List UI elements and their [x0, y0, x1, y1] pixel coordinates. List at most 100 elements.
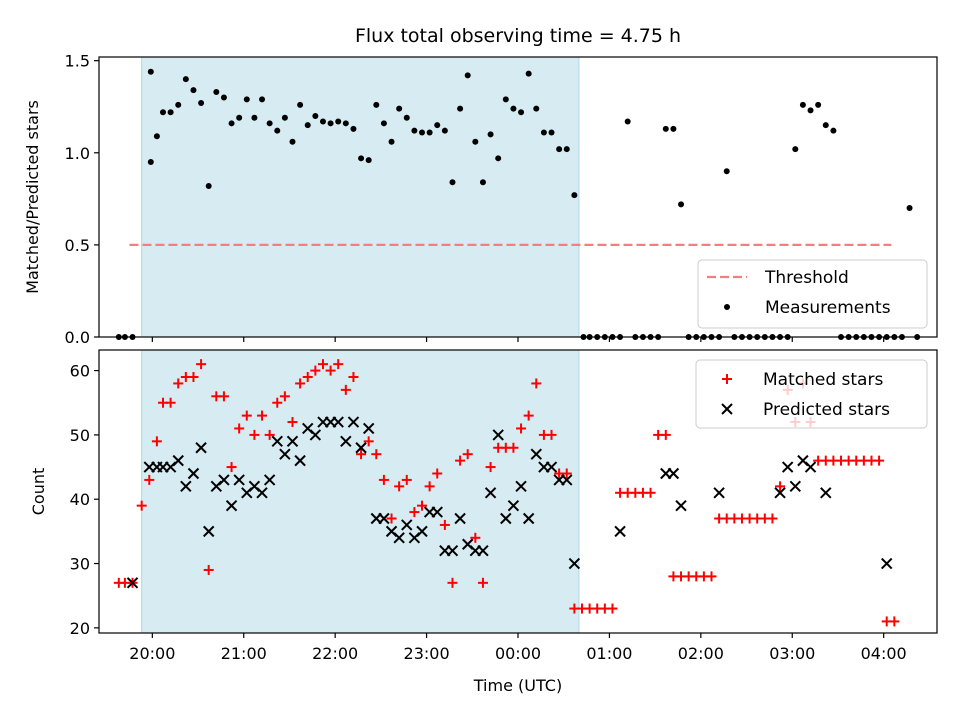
cross-b	[126, 577, 139, 589]
matched-star-point	[188, 372, 199, 383]
cross-b	[675, 499, 687, 512]
top-axes-frame	[98, 56, 938, 338]
cross-b	[454, 512, 466, 525]
predicted-star-point	[256, 487, 268, 499]
bottom-legend-box	[695, 359, 928, 429]
x-tick-label: 21:00	[221, 644, 267, 663]
cross-b	[172, 454, 184, 467]
measurement-point	[548, 129, 555, 136]
measurement-point	[434, 122, 441, 129]
bottom-legend: Matched stars Predicted stars	[695, 359, 928, 429]
cross-b	[233, 474, 245, 486]
matched-star-point	[257, 410, 268, 421]
predicted-star-point	[286, 435, 299, 448]
predicted-star-point	[225, 499, 238, 512]
cross-b	[401, 519, 413, 531]
matched-star-point	[371, 449, 382, 460]
measurement-point	[464, 72, 471, 79]
matched-star-point	[386, 513, 397, 524]
predicted-star-point	[568, 557, 581, 570]
legend-threshold-label: Threshold	[764, 268, 849, 288]
measurement-point	[533, 105, 540, 112]
matched-star-point	[144, 474, 155, 485]
measurement-point	[723, 168, 730, 175]
matched-star-point	[417, 500, 428, 511]
bottom-x-axis: 20:00 21:00 22:00 23:00 00:00 01:00 02:00 03:00…	[129, 633, 907, 663]
x-tick-label: 23:00	[404, 644, 450, 663]
predicted-star-point	[416, 525, 428, 538]
matched-star-point	[447, 577, 458, 588]
matched-star-point	[333, 359, 344, 370]
cross-b	[347, 416, 360, 428]
predicted-star-point	[789, 480, 802, 493]
cross-b	[530, 448, 542, 460]
x-tick-label: 00:00	[495, 644, 541, 663]
measurement-point	[479, 179, 486, 186]
observing-span-shade	[141, 349, 580, 634]
measurement-point	[289, 138, 296, 145]
predicted-star-point	[355, 442, 367, 454]
measurement-point	[304, 122, 311, 129]
y-tick-label: 0.5	[65, 236, 90, 255]
measurement-point	[807, 107, 814, 114]
matched-star-point	[516, 423, 527, 434]
matched-star-point	[203, 564, 214, 575]
measurement-point	[153, 133, 160, 140]
measurement-point	[182, 76, 189, 83]
matched-star-point	[340, 384, 351, 395]
x-tick-label: 22:00	[312, 644, 358, 663]
y-tick-label: 60	[70, 362, 90, 381]
measurement-point	[799, 101, 806, 108]
cross-b	[667, 467, 680, 480]
matched-star-point	[874, 455, 885, 466]
y-tick-label: 1.0	[65, 144, 90, 163]
cross-b	[294, 454, 306, 467]
measurement-point	[167, 109, 174, 116]
cross-b	[416, 525, 428, 538]
cross-b	[340, 435, 352, 448]
measurement-point	[678, 201, 685, 208]
matched-star-point	[775, 481, 786, 492]
measurement-point	[190, 87, 197, 94]
matched-star-point	[287, 417, 298, 428]
cross-b	[781, 461, 794, 473]
measurement-point	[403, 114, 410, 121]
cross-b	[393, 532, 405, 544]
cross-b	[195, 442, 207, 454]
measurement-point	[525, 70, 532, 77]
predicted-star-point	[279, 448, 291, 460]
matched-star-point	[561, 468, 572, 479]
measurement-point	[297, 101, 304, 108]
measurement-point	[380, 120, 387, 127]
measurement-point	[312, 112, 319, 119]
measurement-point	[510, 105, 517, 112]
measurement-point	[556, 146, 563, 153]
predicted-star-point	[431, 506, 443, 518]
legend-plus	[722, 374, 732, 384]
predicted-star-point	[126, 577, 139, 589]
matched-star-point	[706, 571, 717, 582]
x-axis-label: Time (UTC)	[473, 676, 562, 695]
measurement-point	[830, 127, 837, 134]
top-legend-box	[697, 259, 928, 329]
measurement-point	[147, 68, 154, 75]
predicted-star-point	[263, 474, 276, 486]
matched-star-point	[249, 429, 260, 440]
measurement-point	[373, 101, 380, 108]
matched-star-point	[356, 449, 367, 460]
matched-star-point	[378, 474, 389, 485]
matched-star-point	[394, 481, 405, 492]
measurement-point	[147, 159, 154, 165]
measurement-point	[449, 179, 456, 186]
top-x-tick-marks	[151, 337, 885, 342]
chart-title: Flux total observing time = 4.75 h	[355, 25, 681, 47]
predicted-star-point	[484, 487, 497, 499]
cross-b	[256, 487, 268, 499]
matched-star-point	[645, 487, 656, 498]
matched-star-point	[151, 436, 162, 447]
cross-b	[462, 538, 474, 550]
matched-star-point	[348, 372, 359, 383]
cross-b	[774, 487, 786, 499]
measurement-point	[411, 127, 418, 134]
